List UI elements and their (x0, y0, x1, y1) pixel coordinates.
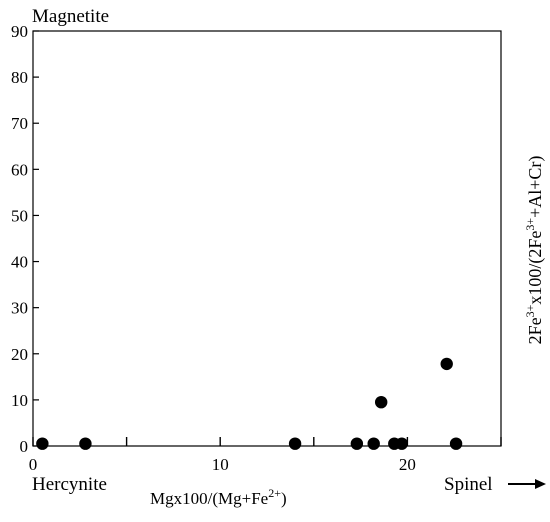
data-point (440, 357, 453, 371)
x-tick-label: 0 (29, 455, 38, 474)
y-axis-label: 2Fe3+x100/(2Fe3++Al+Cr) (523, 156, 546, 345)
x-axis-label-tail: ) (281, 489, 287, 508)
x-axis-label: Mgx100/(Mg+Fe2+) (150, 486, 287, 508)
x-axis-label-sup: 2+ (268, 486, 281, 500)
y-tick-label: 10 (11, 391, 28, 410)
plot-frame (32, 30, 502, 447)
x-tick-label: 20 (399, 455, 416, 474)
corner-label-spinel: Spinel (444, 474, 493, 495)
y-tick-label: 0 (20, 437, 29, 456)
y-tick-label: 40 (11, 253, 28, 272)
y-axis-label-sup: 3+ (523, 304, 537, 317)
data-point (288, 437, 302, 450)
x-axis: 0 10 20 (29, 437, 502, 474)
y-axis-label-part: +Al+Cr) (525, 156, 546, 218)
data-point (367, 437, 380, 450)
data-point (350, 437, 364, 450)
y-tick-label: 70 (11, 114, 28, 133)
spinel-arrow-icon (508, 479, 546, 489)
data-point (395, 437, 408, 450)
y-tick-label: 20 (11, 345, 28, 364)
y-axis-label-sup: 3+ (523, 218, 537, 231)
y-tick-label: 80 (11, 68, 28, 87)
data-point (449, 437, 463, 450)
corner-label-hercynite: Hercynite (32, 474, 107, 495)
x-tick-label: 10 (212, 455, 229, 474)
data-points (36, 357, 463, 450)
x-axis-label-base: Mgx100/(Mg+Fe (150, 489, 268, 508)
data-point (36, 437, 49, 450)
y-axis: 0 10 20 30 40 50 60 70 80 90 (11, 22, 39, 456)
data-point (79, 437, 92, 450)
y-axis-label-part: 2Fe (525, 317, 545, 344)
y-tick-label: 90 (11, 22, 28, 41)
y-tick-label: 30 (11, 299, 28, 318)
data-point (374, 395, 388, 409)
y-tick-label: 60 (11, 160, 28, 179)
y-axis-label-part: x100/(2Fe (525, 231, 546, 305)
corner-label-magnetite: Magnetite (32, 6, 109, 27)
y-tick-label: 50 (11, 206, 28, 225)
